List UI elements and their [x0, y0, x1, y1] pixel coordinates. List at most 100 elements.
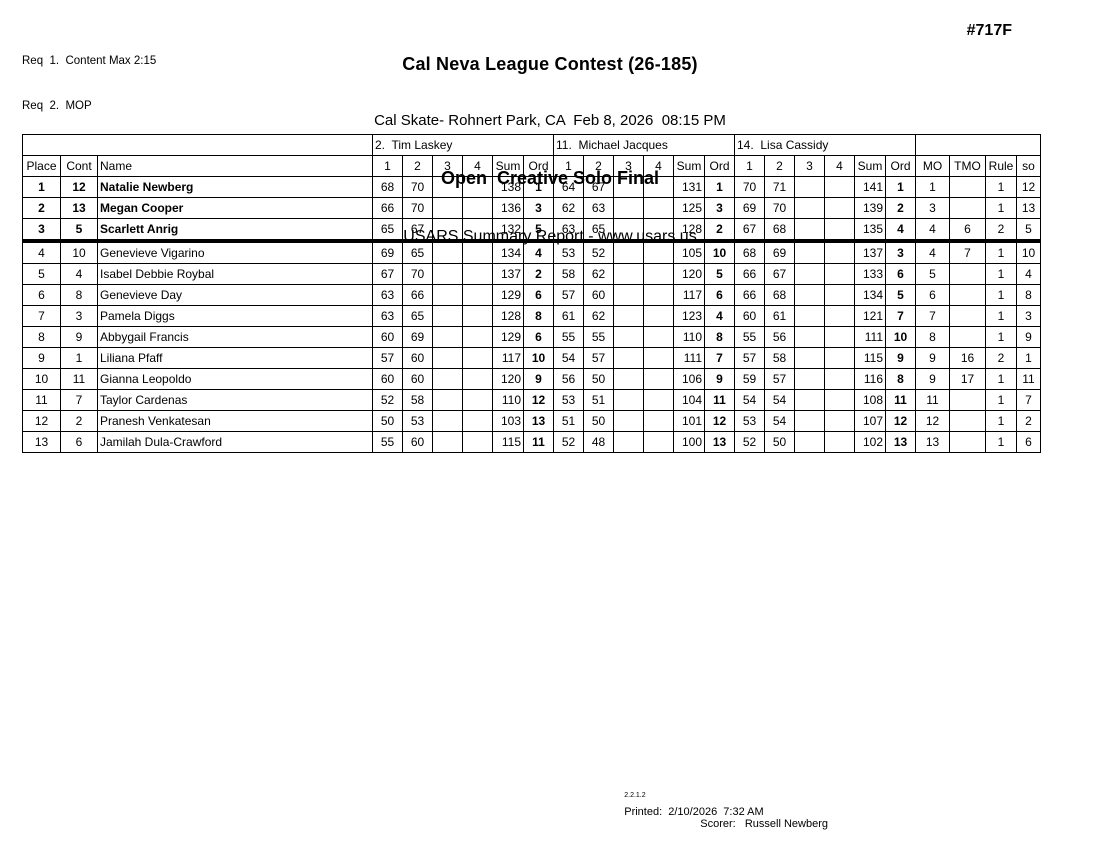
judge1-ordinal-cell: 10: [523, 347, 554, 369]
judge3-score2-cell: 54: [764, 410, 795, 432]
judge2-score4-cell: [643, 263, 674, 285]
judge3-score4-cell: [824, 347, 855, 369]
so-cell: 10: [1016, 240, 1041, 264]
judge1-sum-cell: 128: [492, 305, 524, 327]
name-cell: Liliana Pfaff: [97, 347, 373, 369]
judge1-score3-cell: [432, 305, 463, 327]
judge3-sum-cell: 133: [854, 263, 886, 285]
judge2-score4-cell: [643, 347, 674, 369]
so-cell: 12: [1016, 176, 1041, 198]
mo-cell: 11: [915, 389, 950, 411]
judge2-score4-cell: [643, 284, 674, 306]
tmo-cell: [949, 305, 986, 327]
tmo-cell: [949, 410, 986, 432]
judge1-score4-cell: [462, 263, 493, 285]
place-cell: 3: [22, 218, 61, 243]
judge3-score3-cell: [794, 305, 825, 327]
judge2-sum-cell: 106: [673, 368, 705, 390]
judge1-sum-cell: 134: [492, 240, 524, 264]
tmo-cell: [949, 176, 986, 198]
mo-cell: 8: [915, 326, 950, 348]
mo-cell: 9: [915, 368, 950, 390]
judge2-ordinal-cell: 6: [704, 284, 735, 306]
judge2-score3-cell: [613, 284, 644, 306]
judge2-ordinal-cell: 12: [704, 410, 735, 432]
column-header-row: Place Cont Name 1 2 3 4 Sum Ord 1 2 3 4 Sum Ord 1 2 3 4 Sum…: [22, 155, 1041, 177]
judge1-score4-cell: [462, 197, 493, 219]
judge-name-2: 11. Michael Jacques: [553, 134, 735, 156]
judge1-score1-cell: 50: [372, 410, 403, 432]
judge1-score3-cell: [432, 431, 463, 453]
judge2-ordinal-cell: 1: [704, 176, 735, 198]
mo-cell: 12: [915, 410, 950, 432]
judge2-score3-cell: [613, 240, 644, 264]
name-cell: Genevieve Day: [97, 284, 373, 306]
judge1-ordinal-cell: 1: [523, 176, 554, 198]
place-cell: 2: [22, 197, 61, 219]
judge2-score2-cell: 65: [583, 218, 614, 243]
table-row: 7 3 Pamela Diggs 63 65 128 8 61 62 123 4 60 61 121 7 7 1…: [22, 305, 1041, 327]
judge3-score1-cell: 70: [734, 176, 765, 198]
judge1-ordinal-cell: 3: [523, 197, 554, 219]
so-cell: 9: [1016, 326, 1041, 348]
judge3-score3-cell: [794, 431, 825, 453]
judge1-score2-cell: 65: [402, 305, 433, 327]
judge2-ordinal-cell: 3: [704, 197, 735, 219]
judge1-score2-cell: 70: [402, 176, 433, 198]
judge1-score3-cell: [432, 263, 463, 285]
judge2-score2-cell: 50: [583, 410, 614, 432]
rule-cell: 1: [985, 410, 1017, 432]
header-judge2-4: 4: [643, 155, 674, 177]
rule-cell: 1: [985, 326, 1017, 348]
judge3-ordinal-cell: 11: [885, 389, 916, 411]
judge2-ordinal-cell: 2: [704, 218, 735, 243]
table-row: 4 10 Genevieve Vigarino 69 65 134 4 53 52 105 10 68…: [22, 240, 1041, 264]
header-judge2-1: 1: [553, 155, 584, 177]
header-rule: Rule: [985, 155, 1017, 177]
judge1-sum-cell: 132: [492, 218, 524, 243]
so-cell: 4: [1016, 263, 1041, 285]
name-cell: Abbygail Francis: [97, 326, 373, 348]
header-judge3-4: 4: [824, 155, 855, 177]
judge2-sum-cell: 128: [673, 218, 705, 243]
judge1-ordinal-cell: 11: [523, 431, 554, 453]
table-row: 10 11 Gianna Leopoldo 60 60 120 9 56 50 106 9 59 57 1…: [22, 368, 1041, 390]
judge2-score4-cell: [643, 218, 674, 243]
judge1-ordinal-cell: 2: [523, 263, 554, 285]
judge2-sum-cell: 125: [673, 197, 705, 219]
judge2-score4-cell: [643, 240, 674, 264]
cont-cell: 10: [60, 240, 98, 264]
judge2-score3-cell: [613, 347, 644, 369]
judge3-score4-cell: [824, 197, 855, 219]
judge3-score2-cell: 71: [764, 176, 795, 198]
judge3-score2-cell: 68: [764, 284, 795, 306]
judge2-score3-cell: [613, 218, 644, 243]
judge2-score2-cell: 67: [583, 176, 614, 198]
mo-cell: 3: [915, 197, 950, 219]
judge1-score4-cell: [462, 176, 493, 198]
judge1-sum-cell: 120: [492, 368, 524, 390]
name-cell: Jamilah Dula-Crawford: [97, 431, 373, 453]
judge2-ordinal-cell: 13: [704, 431, 735, 453]
judge3-score2-cell: 50: [764, 431, 795, 453]
mo-cell: 1: [915, 176, 950, 198]
judge3-ordinal-cell: 5: [885, 284, 916, 306]
header-judge1-1: 1: [372, 155, 403, 177]
judge2-sum-cell: 120: [673, 263, 705, 285]
judge1-score3-cell: [432, 326, 463, 348]
judge1-score4-cell: [462, 368, 493, 390]
header-judge1-2: 2: [402, 155, 433, 177]
judge2-score4-cell: [643, 176, 674, 198]
cont-cell: 9: [60, 326, 98, 348]
judge2-sum-cell: 117: [673, 284, 705, 306]
judge3-sum-cell: 115: [854, 347, 886, 369]
judge2-score1-cell: 64: [553, 176, 584, 198]
judge1-score1-cell: 66: [372, 197, 403, 219]
judge3-score1-cell: 66: [734, 284, 765, 306]
footer: 2.2.1.2 Printed: 2/10/2026 7:32 AM Score…: [612, 780, 828, 842]
judge2-score4-cell: [643, 431, 674, 453]
judge2-score1-cell: 51: [553, 410, 584, 432]
rule-cell: 1: [985, 263, 1017, 285]
place-cell: 6: [22, 284, 61, 306]
